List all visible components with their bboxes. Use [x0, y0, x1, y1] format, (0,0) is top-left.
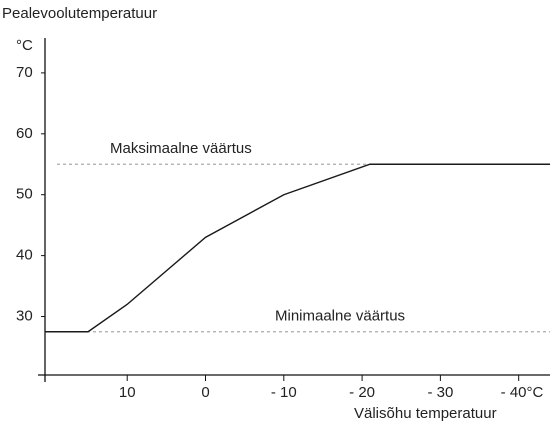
y-unit: °C [16, 37, 33, 54]
reference-label: Minimaalne väärtus [275, 308, 405, 325]
y-tick-label: 50 [16, 186, 33, 203]
y-tick-label: 30 [16, 307, 33, 324]
curve [45, 163, 550, 333]
x-tick-label: - 40°C [501, 384, 544, 401]
x-tick-label: 0 [201, 384, 209, 401]
x-tick-label: - 20 [349, 384, 375, 401]
y-tick-label: 60 [16, 125, 33, 142]
y-tick-label: 70 [16, 64, 33, 81]
reference-label: Maksimaalne väärtus [110, 140, 252, 157]
chart-title: Pealevoolutemperatuur [2, 5, 157, 22]
x-tick-label: - 10 [271, 384, 297, 401]
x-axis-label: Välisõhu temperatuur [354, 405, 497, 422]
x-tick-label: - 30 [427, 384, 453, 401]
x-tick-label: 10 [119, 384, 136, 401]
y-tick-label: 40 [16, 247, 33, 264]
